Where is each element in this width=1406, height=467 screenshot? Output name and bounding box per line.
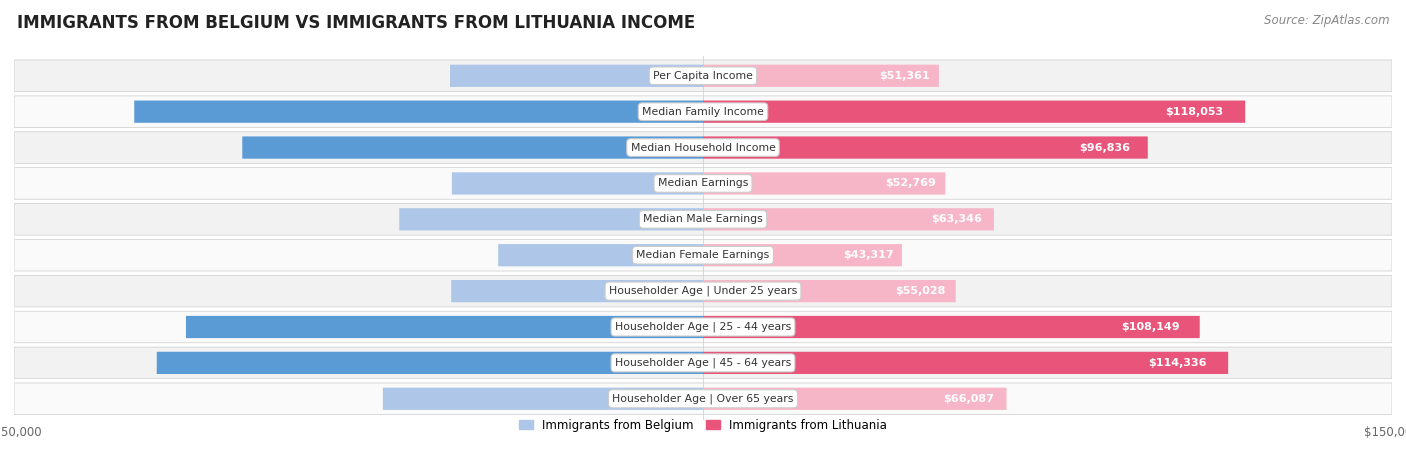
Text: Householder Age | 45 - 64 years: Householder Age | 45 - 64 years (614, 358, 792, 368)
Text: $123,831: $123,831 (681, 106, 738, 117)
FancyBboxPatch shape (451, 172, 703, 195)
FancyBboxPatch shape (134, 100, 703, 123)
FancyBboxPatch shape (156, 352, 703, 374)
Text: Median Female Earnings: Median Female Earnings (637, 250, 769, 260)
FancyBboxPatch shape (242, 136, 703, 159)
Text: $51,361: $51,361 (879, 71, 929, 81)
Text: $118,932: $118,932 (681, 358, 740, 368)
FancyBboxPatch shape (14, 132, 1392, 163)
Text: $114,336: $114,336 (1149, 358, 1208, 368)
Text: $96,836: $96,836 (1078, 142, 1130, 153)
FancyBboxPatch shape (498, 244, 703, 266)
Text: $43,317: $43,317 (844, 250, 894, 260)
Text: Median Earnings: Median Earnings (658, 178, 748, 189)
FancyBboxPatch shape (14, 240, 1392, 271)
FancyBboxPatch shape (382, 388, 703, 410)
Text: Householder Age | Over 65 years: Householder Age | Over 65 years (612, 394, 794, 404)
FancyBboxPatch shape (14, 60, 1392, 92)
FancyBboxPatch shape (450, 64, 703, 87)
Text: $55,028: $55,028 (896, 286, 946, 296)
Text: $108,149: $108,149 (1121, 322, 1180, 332)
Text: IMMIGRANTS FROM BELGIUM VS IMMIGRANTS FROM LITHUANIA INCOME: IMMIGRANTS FROM BELGIUM VS IMMIGRANTS FR… (17, 14, 695, 32)
Text: Median Family Income: Median Family Income (643, 106, 763, 117)
Text: $118,053: $118,053 (1166, 106, 1223, 117)
Text: $55,082: $55,082 (693, 71, 744, 81)
FancyBboxPatch shape (703, 244, 903, 266)
Text: Median Male Earnings: Median Male Earnings (643, 214, 763, 224)
Text: $52,769: $52,769 (884, 178, 935, 189)
Text: $66,087: $66,087 (943, 394, 994, 404)
FancyBboxPatch shape (703, 388, 1007, 410)
Text: $63,346: $63,346 (931, 214, 983, 224)
Text: $54,679: $54,679 (693, 178, 744, 189)
FancyBboxPatch shape (703, 208, 994, 230)
FancyBboxPatch shape (14, 383, 1392, 415)
FancyBboxPatch shape (14, 311, 1392, 343)
Text: $100,306: $100,306 (685, 142, 742, 153)
FancyBboxPatch shape (14, 204, 1392, 235)
FancyBboxPatch shape (451, 280, 703, 302)
Legend: Immigrants from Belgium, Immigrants from Lithuania: Immigrants from Belgium, Immigrants from… (515, 414, 891, 436)
Text: $66,125: $66,125 (690, 214, 742, 224)
Text: Source: ZipAtlas.com: Source: ZipAtlas.com (1264, 14, 1389, 27)
FancyBboxPatch shape (14, 96, 1392, 127)
FancyBboxPatch shape (14, 276, 1392, 307)
FancyBboxPatch shape (703, 316, 1199, 338)
FancyBboxPatch shape (703, 64, 939, 87)
Text: Median Household Income: Median Household Income (630, 142, 776, 153)
Text: Per Capita Income: Per Capita Income (652, 71, 754, 81)
Text: $112,575: $112,575 (682, 322, 741, 332)
FancyBboxPatch shape (14, 168, 1392, 199)
Text: $69,703: $69,703 (690, 394, 741, 404)
FancyBboxPatch shape (186, 316, 703, 338)
FancyBboxPatch shape (399, 208, 703, 230)
FancyBboxPatch shape (703, 352, 1227, 374)
FancyBboxPatch shape (703, 100, 1246, 123)
Text: $44,587: $44,587 (695, 250, 745, 260)
FancyBboxPatch shape (703, 172, 945, 195)
FancyBboxPatch shape (703, 280, 956, 302)
Text: Householder Age | 25 - 44 years: Householder Age | 25 - 44 years (614, 322, 792, 332)
FancyBboxPatch shape (703, 136, 1147, 159)
Text: $54,830: $54,830 (693, 286, 744, 296)
Text: Householder Age | Under 25 years: Householder Age | Under 25 years (609, 286, 797, 297)
FancyBboxPatch shape (14, 347, 1392, 379)
